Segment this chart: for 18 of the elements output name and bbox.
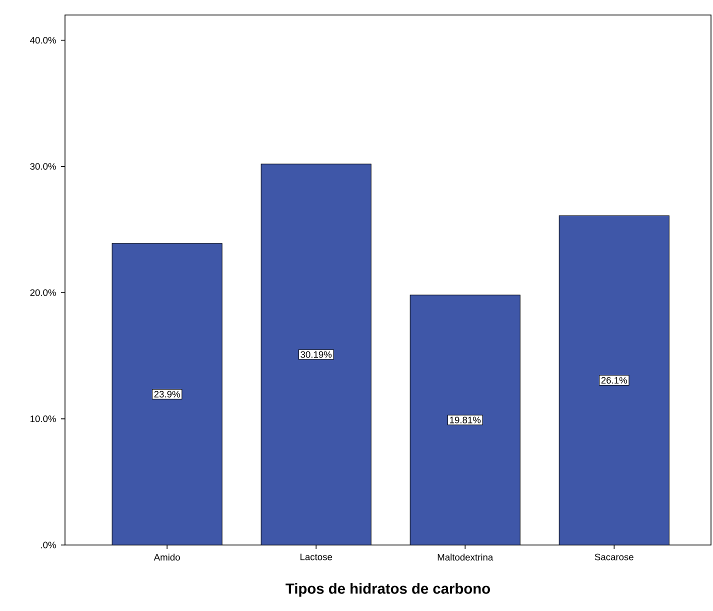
bar (410, 295, 520, 545)
x-tick-label: Lactose (300, 554, 332, 560)
y-tick-label: 30.0% (30, 163, 56, 170)
x-axis-title: Tipos de hidratos de carbono (286, 583, 490, 597)
y-tick-label: 10.0% (30, 416, 56, 422)
y-tick-label: 40.0% (30, 36, 56, 44)
bar (112, 243, 222, 545)
data-label: 19.81% (450, 416, 481, 424)
y-tick-label: .0% (41, 542, 56, 548)
data-label: 26.1% (601, 377, 628, 384)
data-label: 30.19% (300, 351, 332, 358)
data-label: 23.9% (154, 390, 180, 398)
x-tick-label: Sacarose (594, 554, 634, 560)
x-tick-label: Maltodextrina (438, 554, 494, 561)
bar (558, 215, 670, 545)
bar (260, 164, 372, 545)
x-tick-label: Amido (154, 554, 180, 561)
y-tick-label: 20.0% (30, 289, 56, 296)
